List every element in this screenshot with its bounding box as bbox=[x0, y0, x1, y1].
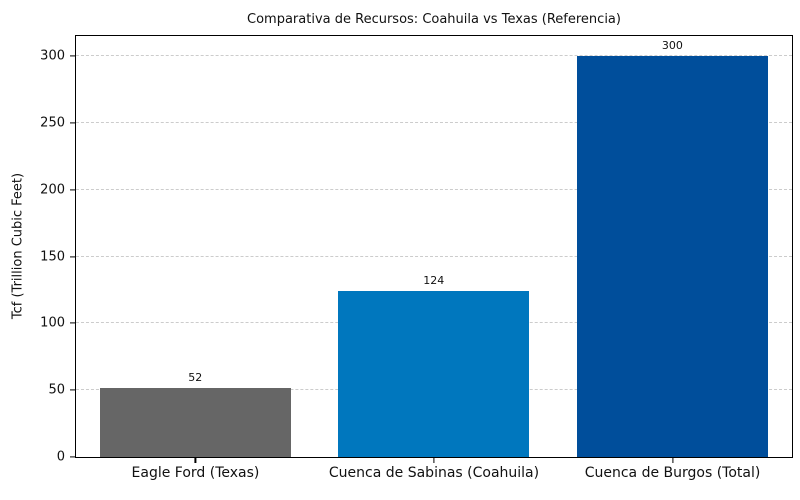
bar-value-label-1: 124 bbox=[423, 274, 445, 288]
y-tick-label-50: 50 bbox=[48, 382, 65, 398]
y-tick-mark-0 bbox=[70, 456, 75, 458]
y-tick-mark-300 bbox=[70, 55, 75, 57]
x-tick-mark-2 bbox=[671, 458, 674, 463]
bar-2 bbox=[576, 56, 768, 457]
y-tick-label-0: 0 bbox=[56, 449, 65, 465]
gridline-y-250 bbox=[76, 122, 792, 124]
y-tick-mark-250 bbox=[70, 122, 75, 124]
gridline-y-150 bbox=[76, 255, 792, 257]
y-tick-label-250: 250 bbox=[40, 115, 65, 131]
y-tick-mark-150 bbox=[70, 255, 75, 258]
bar-1 bbox=[338, 291, 530, 457]
y-tick-mark-200 bbox=[70, 189, 75, 191]
gridline-y-200 bbox=[76, 188, 792, 190]
bar-0 bbox=[99, 387, 291, 457]
plot-area: 52 124 300 bbox=[75, 35, 793, 458]
y-axis-label: Tcf (Trillion Cubic Feet) bbox=[10, 172, 26, 320]
gridline-y-300 bbox=[76, 55, 792, 57]
chart-title: Comparativa de Recursos: Coahuila vs Tex… bbox=[247, 12, 621, 27]
x-tick-label-1: Cuenca de Sabinas (Coahuila) bbox=[328, 465, 540, 481]
y-tick-label-100: 100 bbox=[40, 315, 65, 331]
x-tick-mark-1 bbox=[433, 458, 435, 463]
x-tick-mark-0 bbox=[194, 458, 197, 463]
y-tick-label-150: 150 bbox=[40, 249, 65, 264]
y-tick-mark-50 bbox=[70, 389, 75, 391]
bar-value-label-2: 300 bbox=[661, 39, 683, 53]
y-tick-label-300: 300 bbox=[40, 48, 65, 64]
x-tick-label-2: Cuenca de Burgos (Total) bbox=[584, 465, 761, 481]
y-tick-mark-100 bbox=[70, 322, 75, 324]
x-tick-label-0: Eagle Ford (Texas) bbox=[131, 465, 260, 481]
bar-value-label-0: 52 bbox=[188, 370, 203, 384]
y-tick-label-200: 200 bbox=[40, 182, 65, 198]
